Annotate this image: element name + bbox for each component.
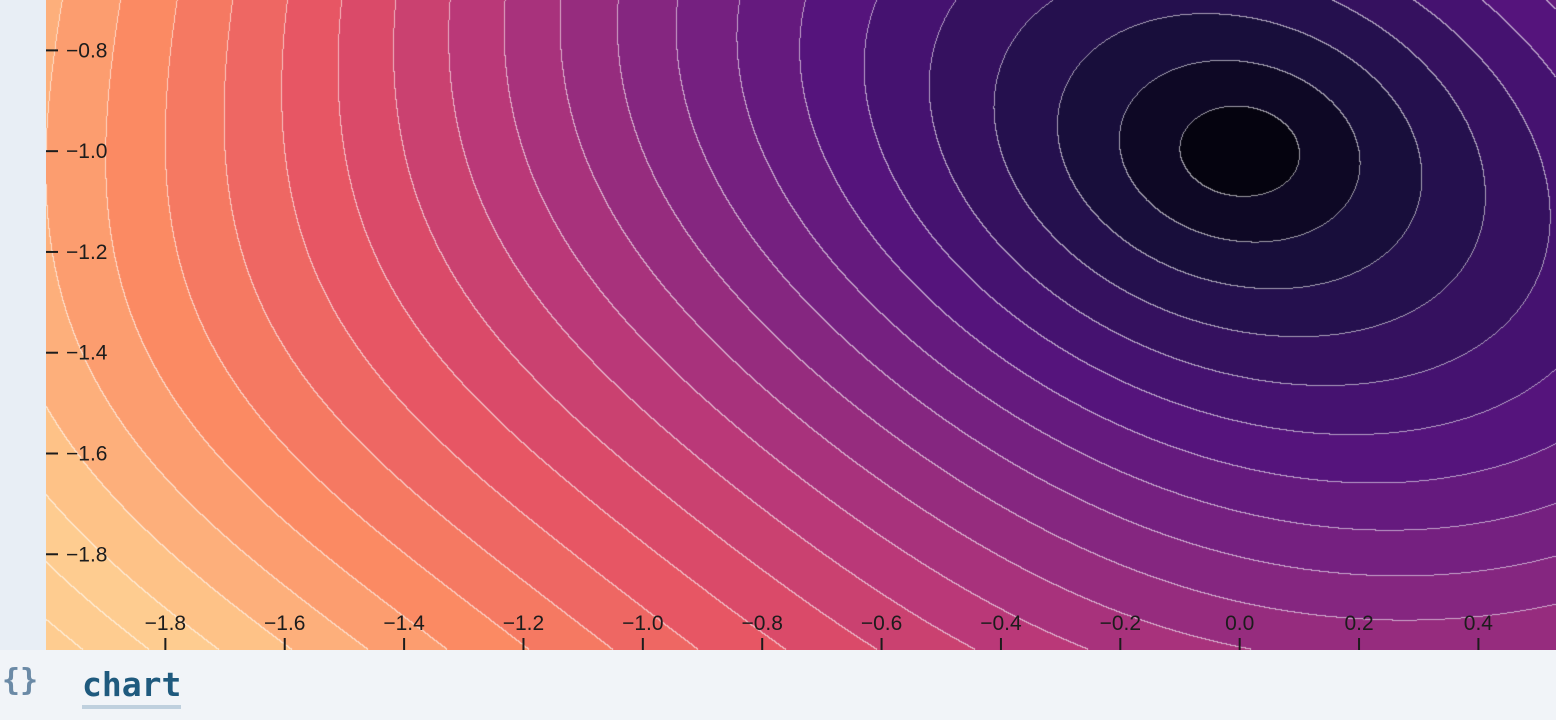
contour-plot-area	[46, 0, 1556, 650]
x-axis-ticks: −1.8 −1.6 −1.4 −1.2 −1.0 −0.8 −0.6 −0.4 −0.2 0.0 0…	[145, 612, 1494, 650]
x-tick-label: −0.8	[741, 612, 782, 635]
braces-icon: {}	[2, 663, 39, 698]
x-tick-label: −1.2	[503, 612, 544, 635]
left-gutter	[0, 0, 46, 650]
x-tick-label: −1.8	[145, 612, 186, 635]
x-tick-label: 0.2	[1344, 612, 1373, 635]
x-tick-label: −0.2	[1100, 612, 1141, 635]
x-tick-label: −1.6	[264, 612, 305, 635]
y-tick-label: −1.4	[66, 342, 108, 365]
x-tick-label: −0.4	[980, 612, 1022, 635]
x-tick-label: −0.6	[861, 612, 902, 635]
x-tick-label: −1.0	[622, 612, 663, 635]
x-tick-label: −1.4	[383, 612, 425, 635]
contour-chart: −0.8 −1.0 −1.2 −1.4 −1.6 −1.8 −1.8 −1.6 −1.4 −1.…	[46, 0, 1556, 650]
y-tick-label: −1.0	[66, 140, 107, 163]
y-tick-label: −1.2	[66, 241, 107, 264]
y-tick-label: −0.8	[66, 39, 107, 62]
bottom-tab-bar	[0, 650, 1556, 720]
y-tick-label: −1.8	[66, 543, 107, 566]
x-tick-label: 0.4	[1464, 612, 1494, 635]
chart-axes: −0.8−1.0−1.2−1.4−1.6−1.8 −1.8 −1.6 −1.4 −1.…	[46, 39, 1494, 650]
y-axis-ticks: −0.8 −1.0 −1.2 −1.4 −1.6 −1.8	[46, 39, 108, 566]
tab-chart[interactable]: chart	[82, 668, 182, 709]
x-tick-label: 0.0	[1225, 612, 1254, 635]
y-tick-label: −1.6	[66, 442, 107, 465]
